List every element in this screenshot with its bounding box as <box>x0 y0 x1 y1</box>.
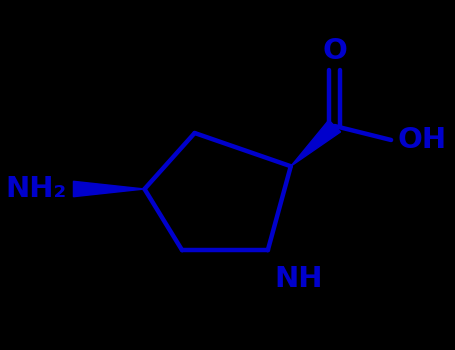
Polygon shape <box>73 181 145 197</box>
Polygon shape <box>291 120 341 166</box>
Text: OH: OH <box>397 126 446 154</box>
Text: O: O <box>322 37 347 65</box>
Text: NH₂: NH₂ <box>5 175 66 203</box>
Text: NH: NH <box>274 265 323 293</box>
